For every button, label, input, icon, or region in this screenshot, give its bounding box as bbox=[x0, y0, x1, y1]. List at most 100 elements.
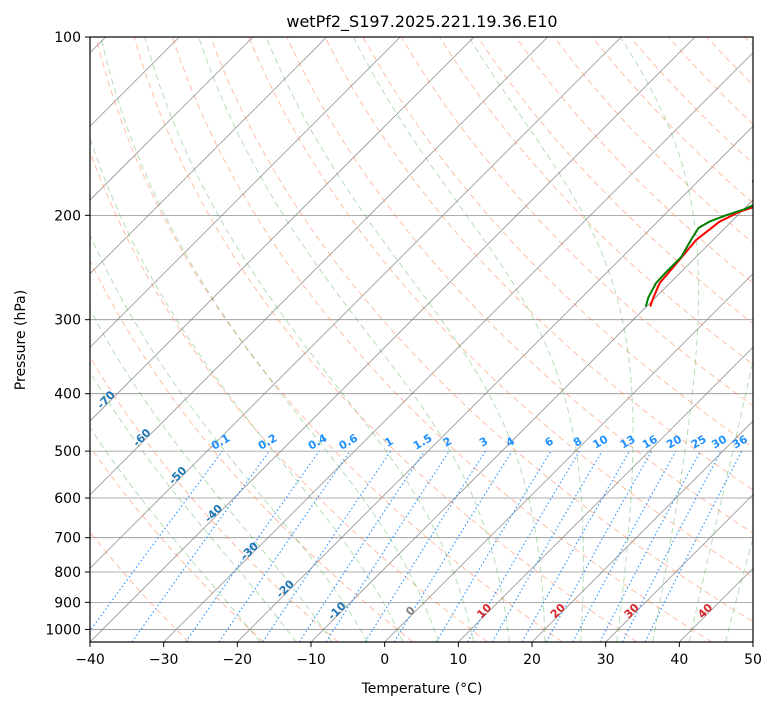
mixing-ratio-label: 13 bbox=[618, 433, 638, 452]
y-tick-label: 900 bbox=[54, 595, 81, 611]
mixing-ratio-line bbox=[364, 450, 486, 642]
dry-adiabat bbox=[133, 37, 638, 642]
isotherm-line bbox=[605, 494, 753, 642]
isotherm-label: -70 bbox=[94, 388, 117, 411]
dewpoint-trace bbox=[644, 179, 753, 307]
moist-adiabat bbox=[353, 37, 584, 642]
isotherm-label: -50 bbox=[166, 464, 189, 487]
moist-adiabat bbox=[725, 536, 753, 642]
isotherm-label: -100 bbox=[0, 272, 13, 301]
dry-adiabat bbox=[706, 37, 753, 86]
isotherm-label: -80 bbox=[59, 350, 82, 373]
dry-adiabat bbox=[668, 37, 753, 125]
dry-adiabat bbox=[90, 259, 414, 642]
mixing-ratio-label: 6 bbox=[543, 434, 556, 449]
x-tick-label: 10 bbox=[449, 652, 467, 668]
isotherm-line bbox=[90, 37, 622, 569]
dry-adiabat bbox=[553, 37, 753, 244]
moist-adiabat bbox=[620, 37, 700, 642]
moist-adiabat bbox=[90, 308, 333, 642]
isotherm-label: 40 bbox=[695, 601, 715, 621]
isotherm-line bbox=[90, 37, 696, 642]
mixing-ratio-label: 20 bbox=[664, 432, 684, 451]
isotherm-line bbox=[384, 273, 753, 642]
mixing-ratio-label: 0.4 bbox=[306, 431, 330, 452]
moist-adiabat bbox=[198, 37, 510, 642]
x-tick-label: 30 bbox=[597, 652, 615, 668]
isotherm-line bbox=[237, 125, 753, 642]
isotherm-line bbox=[90, 37, 254, 201]
mixing-ratio-label: 25 bbox=[689, 433, 709, 452]
mixing-ratio-line bbox=[298, 450, 425, 642]
moist-adiabat bbox=[688, 358, 753, 642]
isotherm-label: 10 bbox=[474, 601, 494, 621]
y-tick-label: 800 bbox=[54, 565, 81, 581]
mixing-ratio-line bbox=[131, 450, 270, 642]
y-tick-label: 100 bbox=[54, 30, 81, 46]
isotherm-label: -40 bbox=[202, 502, 225, 525]
x-tick-label: −20 bbox=[223, 652, 253, 668]
mixing-ratio-line bbox=[572, 450, 677, 642]
moist-adiabat bbox=[90, 371, 297, 642]
dry-adiabat bbox=[210, 37, 753, 623]
isotherm-line bbox=[90, 37, 548, 496]
mixing-ratio-line bbox=[435, 450, 552, 642]
profile-traces bbox=[644, 179, 753, 307]
mixing-ratio-line bbox=[545, 450, 653, 642]
isotherm-line bbox=[163, 52, 753, 642]
dry-adiabat bbox=[90, 150, 488, 642]
moist-adiabat bbox=[144, 37, 475, 642]
dry-adiabat bbox=[515, 37, 753, 284]
mixing-ratio-label: 1 bbox=[382, 435, 395, 450]
y-tick-label: 600 bbox=[54, 491, 81, 507]
mixing-ratio-line bbox=[644, 450, 743, 642]
mixing-ratio-line bbox=[185, 450, 320, 642]
y-tick-label: 300 bbox=[54, 313, 81, 329]
isotherm-line bbox=[531, 420, 753, 642]
dry-adiabat bbox=[90, 356, 339, 642]
mixing-ratio-label: 30 bbox=[709, 432, 729, 451]
isotherm-label: -30 bbox=[238, 539, 261, 562]
mixing-ratio-line bbox=[393, 450, 513, 642]
isotherm-line bbox=[310, 199, 753, 642]
x-tick-label: 0 bbox=[380, 652, 389, 668]
x-tick-label: −30 bbox=[149, 652, 179, 668]
mixing-ratio-line bbox=[218, 450, 351, 642]
moist-adiabat bbox=[468, 37, 634, 642]
isotherm-label: 30 bbox=[622, 601, 642, 621]
y-tick-label: 700 bbox=[54, 531, 81, 547]
dry-adiabat bbox=[171, 37, 712, 642]
moist-adiabat bbox=[90, 136, 404, 642]
x-tick-label: −40 bbox=[75, 652, 105, 668]
mixing-ratio-line bbox=[521, 450, 631, 642]
isotherm-label: -20 bbox=[274, 577, 297, 600]
mixing-ratio-label: 0.1 bbox=[209, 432, 232, 453]
mixing-ratio-label: 1.5 bbox=[411, 432, 434, 453]
y-tick-label: 1000 bbox=[45, 622, 81, 638]
dry-adiabat bbox=[591, 37, 753, 204]
mixing-ratio-label: 10 bbox=[591, 432, 611, 451]
background-reference-lines bbox=[90, 37, 753, 642]
moist-adiabat bbox=[90, 233, 369, 642]
reference-line-labels: 0.1 0.2 0.4 0.6 1 1.5 2 3 4 6 8 10 13 16 20 25 30 36-100-… bbox=[0, 272, 750, 623]
dry-adiabat bbox=[324, 37, 753, 491]
isotherm-line bbox=[458, 346, 753, 642]
x-axis-label: Temperature (°C) bbox=[361, 681, 483, 697]
mixing-ratio-line bbox=[90, 450, 223, 632]
mixing-ratio-label: 8 bbox=[571, 435, 584, 450]
y-axis-label: Pressure (hPa) bbox=[13, 290, 29, 390]
x-tick-label: −10 bbox=[296, 652, 326, 668]
moist-adiabat bbox=[90, 426, 261, 642]
x-tick-label: 50 bbox=[744, 652, 762, 668]
mixing-ratio-line bbox=[599, 450, 702, 642]
moist-adiabat bbox=[265, 37, 546, 642]
isotherm-label: 20 bbox=[548, 601, 568, 621]
y-tick-label: 500 bbox=[54, 444, 81, 460]
isotherm-line bbox=[679, 567, 753, 642]
y-axis-ticks: 100 200 300 400 500 600 700 800 900 1000 bbox=[45, 30, 90, 638]
plot-frame bbox=[89, 36, 754, 643]
dry-adiabat bbox=[286, 37, 753, 534]
dry-adiabat bbox=[95, 37, 563, 642]
mixing-ratio-line bbox=[325, 450, 450, 642]
